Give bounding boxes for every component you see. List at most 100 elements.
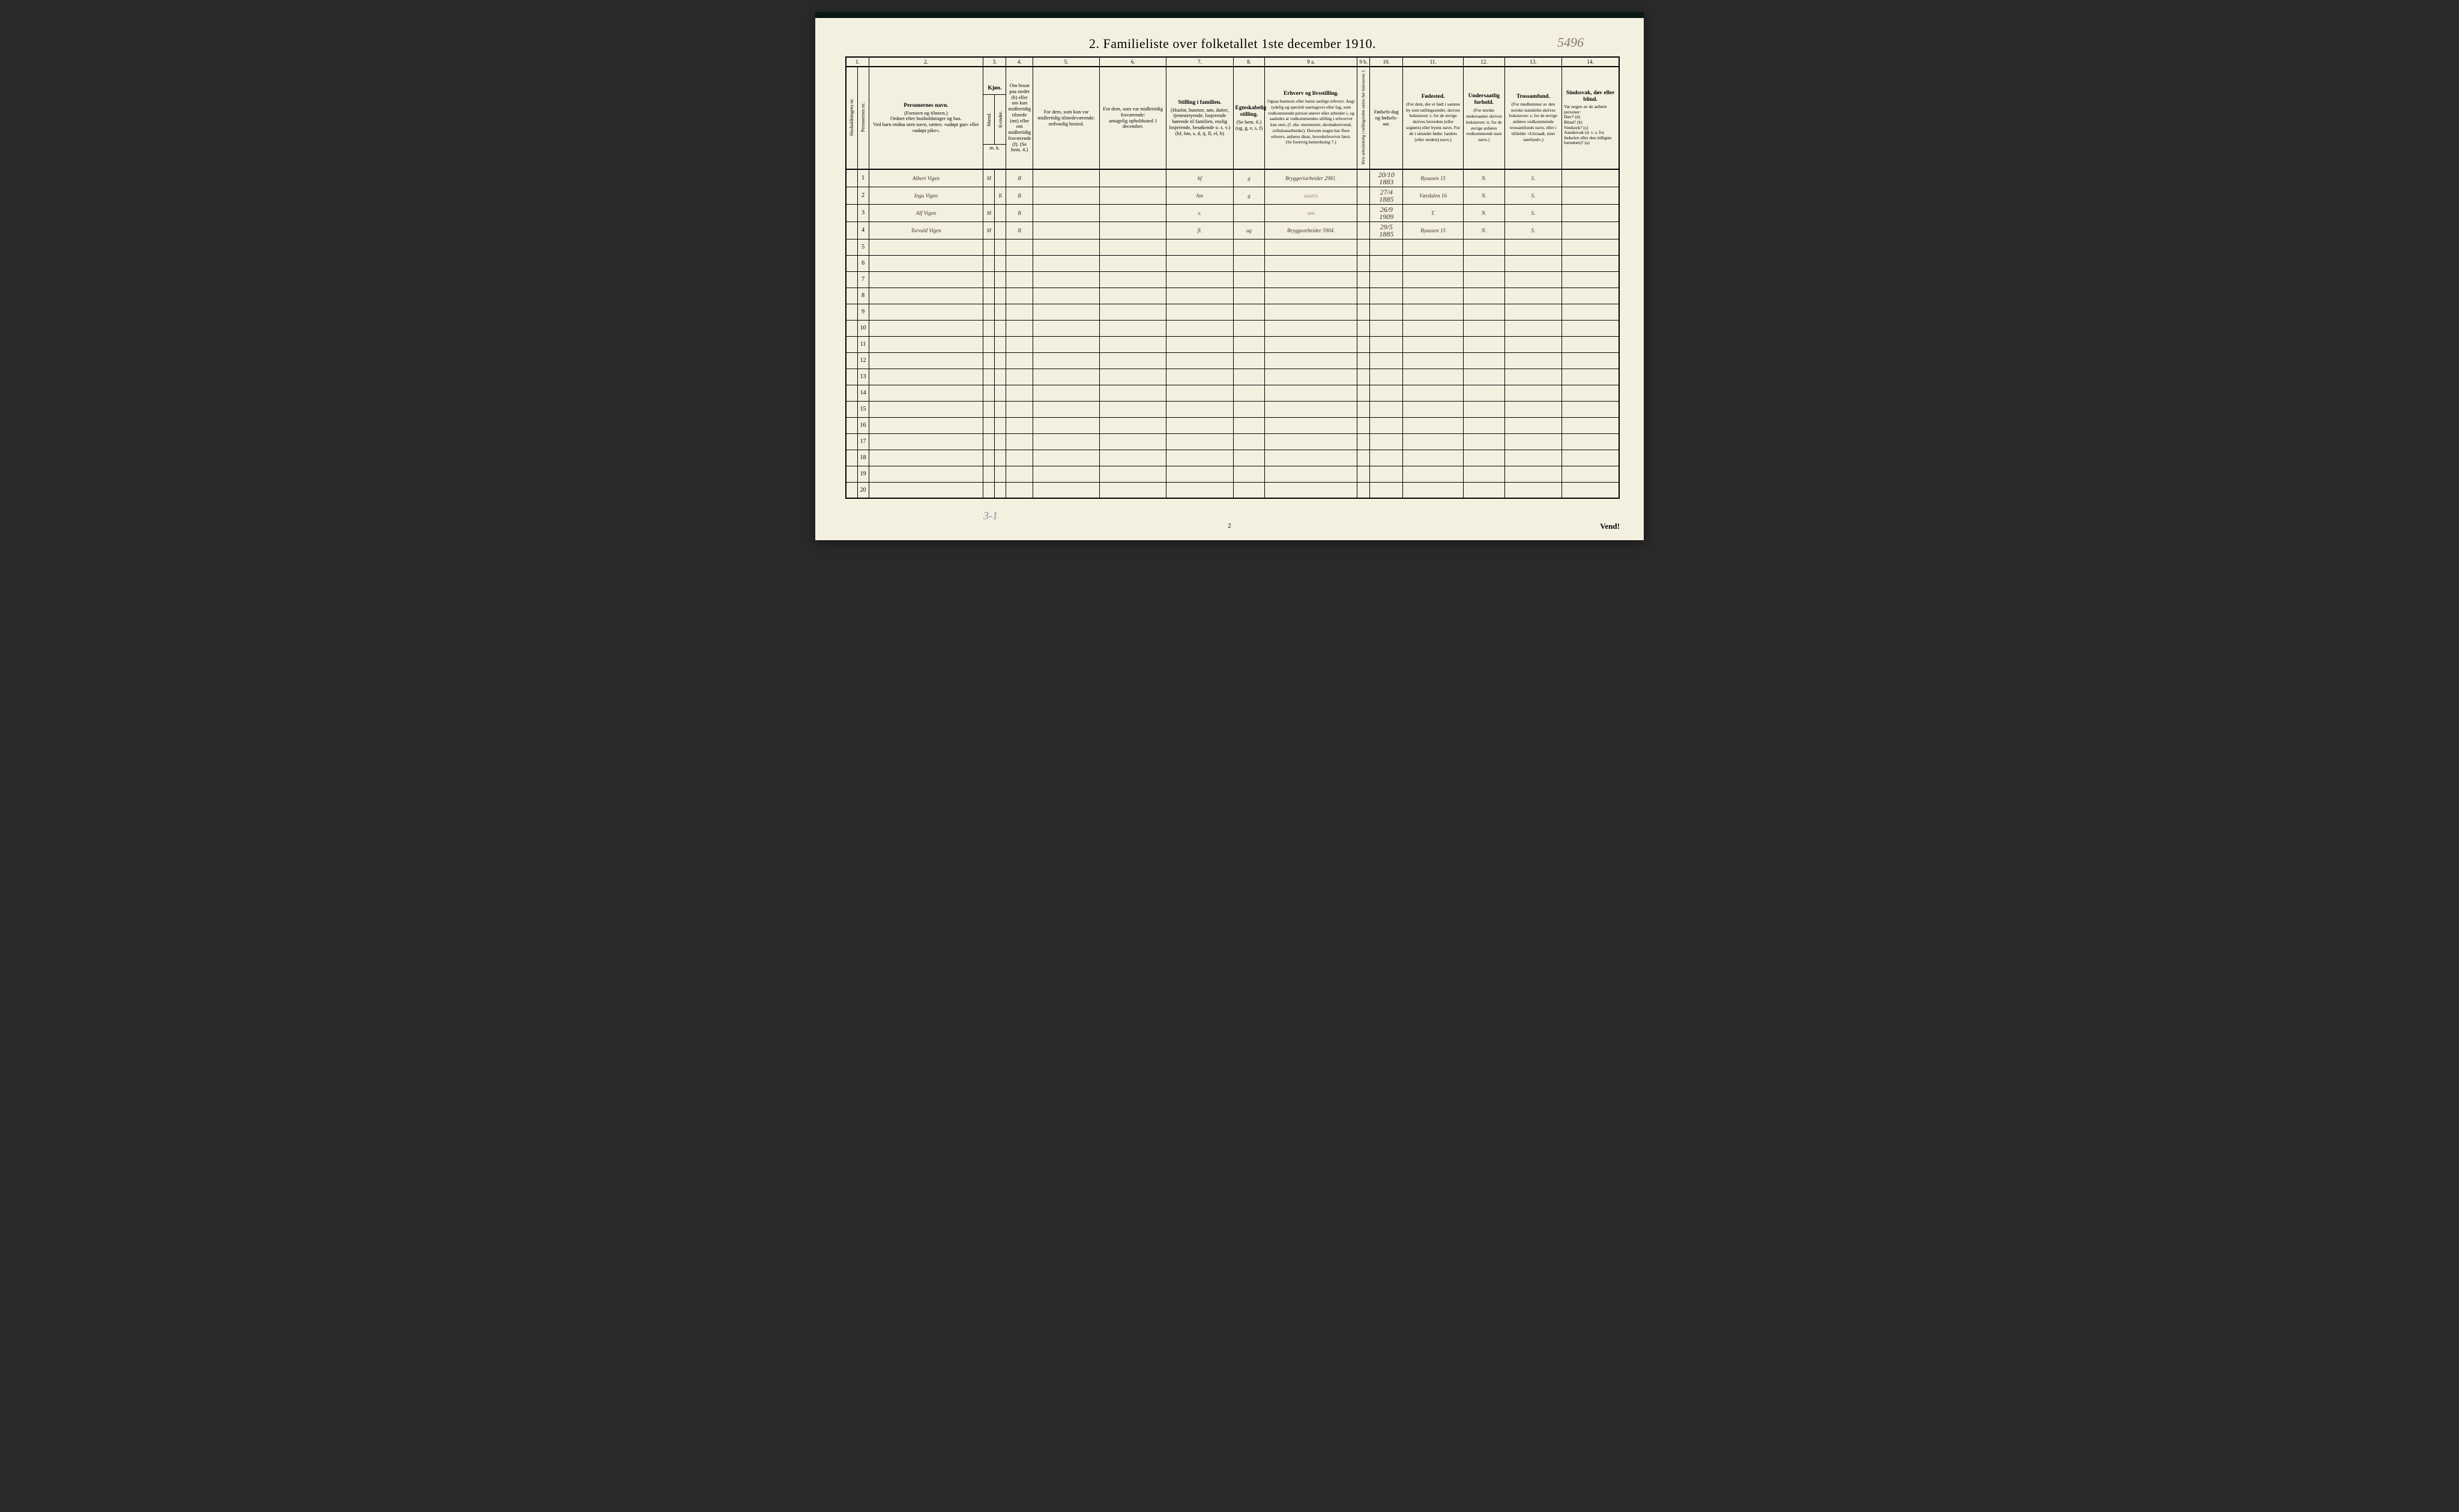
colnum: 1. xyxy=(846,57,869,67)
table-row-empty: 19 xyxy=(846,466,1619,482)
colnum: 11. xyxy=(1403,57,1464,67)
cell-family-pos: hf xyxy=(1166,169,1233,187)
cell-marital xyxy=(1233,204,1265,221)
colnum: 8. xyxy=(1233,57,1265,67)
cell-residence: B xyxy=(1006,204,1033,221)
hdr-temp-present: For dem, som kun var midlertidig tilsted… xyxy=(1033,67,1099,169)
table-row-empty: 15 xyxy=(846,401,1619,417)
table-row: 4Torvald VigenMBfl.ugBryggearbeider 5904… xyxy=(846,221,1619,239)
hdr-religion: Trossamfund. (For medlemmer av den norsk… xyxy=(1504,67,1561,169)
hdr-dob: Fødsels-dag og fødsels-aar. xyxy=(1370,67,1403,169)
row-number: 2 xyxy=(857,187,869,204)
table-row-empty: 11 xyxy=(846,336,1619,352)
cell-name: Torvald Vigen xyxy=(869,221,983,239)
cell-nationality: N. xyxy=(1463,221,1504,239)
cell-residence: B xyxy=(1006,221,1033,239)
table-body: 1Albert VigenMBhfgBryggeriarbeider 2981.… xyxy=(846,169,1619,499)
hdr-unemployed: Hvis arbeidsledig i tællingstiden sættes… xyxy=(1357,67,1370,169)
cell-family-pos: s. xyxy=(1166,204,1233,221)
cell-nationality: N. xyxy=(1463,169,1504,187)
cell-family-pos: hm xyxy=(1166,187,1233,204)
colnum: 9 a. xyxy=(1265,57,1357,67)
cell-family-pos: fl. xyxy=(1166,221,1233,239)
table-row-empty: 5 xyxy=(846,239,1619,255)
table-row: 1Albert VigenMBhfgBryggeriarbeider 2981.… xyxy=(846,169,1619,187)
cell-residence: B xyxy=(1006,187,1033,204)
table-row-empty: 12 xyxy=(846,352,1619,369)
cell-birthplace: Byaasen 15 xyxy=(1403,221,1464,239)
table-row-empty: 14 xyxy=(846,385,1619,401)
table-row-empty: 17 xyxy=(846,433,1619,450)
hdr-nationality: Undersaatlig forhold. (For norske unders… xyxy=(1463,67,1504,169)
cell-birthplace: T. xyxy=(1403,204,1464,221)
table-row-empty: 6 xyxy=(846,255,1619,271)
row-number: 1 xyxy=(857,169,869,187)
table-row-empty: 13 xyxy=(846,369,1619,385)
colnum: 9 b. xyxy=(1357,57,1370,67)
page-title: 2. Familieliste over folketallet 1ste de… xyxy=(1089,36,1376,52)
cell-religion: S. xyxy=(1504,221,1561,239)
table-row-empty: 9 xyxy=(846,304,1619,320)
cell-occupation: uustru xyxy=(1265,187,1357,204)
hdr-household-no: Husholdningens nr. xyxy=(846,67,857,169)
hdr-name: Personernes navn. (Fornavn og tilnavn.) … xyxy=(869,67,983,169)
column-number-row: 1. 2. 3. 4. 5. 6. 7. 8. 9 a. 9 b. 10. 11… xyxy=(846,57,1619,67)
table-row-empty: 8 xyxy=(846,288,1619,304)
cell-occupation: Bryggeriarbeider 2981. xyxy=(1265,169,1357,187)
colnum: 7. xyxy=(1166,57,1233,67)
hdr-residence: Om bosat paa stedet (b) eller om kun mid… xyxy=(1006,67,1033,169)
colnum: 14. xyxy=(1562,57,1619,67)
cell-marital: g xyxy=(1233,169,1265,187)
hdr-disability: Sindssvak, døv eller blind. Var nogen av… xyxy=(1562,67,1619,169)
table-row-empty: 10 xyxy=(846,320,1619,336)
cell-birthplace: Værdalen 16 xyxy=(1403,187,1464,204)
vend-label: Vend! xyxy=(1600,522,1620,531)
cell-religion: S. xyxy=(1504,169,1561,187)
row-number: 3 xyxy=(857,204,869,221)
cell-name: Inga Vigen xyxy=(869,187,983,204)
table-row: 2Inga VigenKBhmguustru27/4 1885Værdalen … xyxy=(846,187,1619,204)
bottom-annotation: 3-1 xyxy=(983,510,998,522)
cell-marital: g xyxy=(1233,187,1265,204)
cell-birthplace: Byaasen 15 xyxy=(1403,169,1464,187)
table-row: 3Alf VigenMBs.søn26/9 1909T.N.S. xyxy=(846,204,1619,221)
colnum: 12. xyxy=(1463,57,1504,67)
cell-name: Albert Vigen xyxy=(869,169,983,187)
colnum: 5. xyxy=(1033,57,1099,67)
hdr-occupation: Erhverv og livsstilling. Ogsaa husmors e… xyxy=(1265,67,1357,169)
colnum: 2. xyxy=(869,57,983,67)
hdr-family-pos: Stilling i familien. (Husfar, husmor, sø… xyxy=(1166,67,1233,169)
hdr-birthplace: Fødested. (For dem, der er født i samme … xyxy=(1403,67,1464,169)
hdr-temp-absent: For dem, som var midlertidig fraværende:… xyxy=(1100,67,1166,169)
cell-marital: ug xyxy=(1233,221,1265,239)
hdr-marital: Egteskabelig stilling. (Se bem. 6.) (ug,… xyxy=(1233,67,1265,169)
census-table: 1. 2. 3. 4. 5. 6. 7. 8. 9 a. 9 b. 10. 11… xyxy=(845,56,1620,499)
cell-occupation: Bryggearbeider 5904. xyxy=(1265,221,1357,239)
cell-occupation: søn xyxy=(1265,204,1357,221)
census-page: 2. Familieliste over folketallet 1ste de… xyxy=(815,12,1644,540)
table-row-empty: 18 xyxy=(846,450,1619,466)
colnum: 13. xyxy=(1504,57,1561,67)
hdr-sex: Kjøn. Mænd. Kvinder. m. k. xyxy=(983,67,1006,169)
cell-nationality: N. xyxy=(1463,204,1504,221)
title-row: 2. Familieliste over folketallet 1ste de… xyxy=(845,36,1620,52)
table-row-empty: 20 xyxy=(846,482,1619,498)
colnum: 4. xyxy=(1006,57,1033,67)
table-row-empty: 16 xyxy=(846,417,1619,433)
header-row: Husholdningens nr. Personernes nr. Perso… xyxy=(846,67,1619,169)
colnum: 10. xyxy=(1370,57,1403,67)
hdr-person-no: Personernes nr. xyxy=(857,67,869,169)
page-number: 2 xyxy=(815,522,1644,529)
cell-dob: 29/5 1885 xyxy=(1370,221,1403,239)
cell-dob: 27/4 1885 xyxy=(1370,187,1403,204)
colnum: 3. xyxy=(983,57,1006,67)
cell-nationality: N. xyxy=(1463,187,1504,204)
table-row-empty: 7 xyxy=(846,271,1619,288)
row-number: 4 xyxy=(857,221,869,239)
cell-name: Alf Vigen xyxy=(869,204,983,221)
cell-residence: B xyxy=(1006,169,1033,187)
cell-dob: 20/10 1883 xyxy=(1370,169,1403,187)
colnum: 6. xyxy=(1100,57,1166,67)
cell-religion: S. xyxy=(1504,204,1561,221)
cell-dob: 26/9 1909 xyxy=(1370,204,1403,221)
